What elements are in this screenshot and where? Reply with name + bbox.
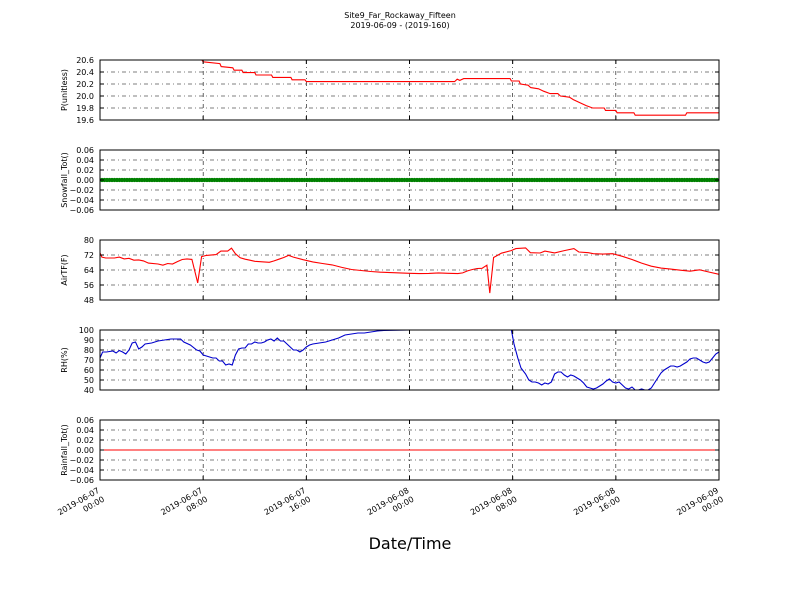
y-axis-label: AirTF(F) (60, 254, 69, 285)
y-tick-label: −0.06 (69, 476, 94, 485)
y-tick-label: 64 (84, 266, 94, 275)
y-axis-label: RH(%) (60, 347, 69, 372)
x-tick-label: 2019-06-0700:00 (56, 486, 106, 526)
y-tick-label: 80 (84, 236, 94, 245)
x-tick-label: 2019-06-0808:00 (469, 486, 519, 526)
y-tick-label: 0.00 (76, 176, 94, 185)
x-tick-label: 2019-06-0716:00 (263, 486, 313, 526)
y-tick-label: −0.02 (69, 186, 94, 195)
chart-title: Site9_Far_Rockaway_Fifteen (344, 11, 456, 20)
y-tick-label: 48 (84, 296, 94, 305)
chart-subtitle: 2019-06-09 - (2019-160) (350, 21, 450, 30)
x-tick-label: 2019-06-0708:00 (159, 486, 209, 526)
y-tick-label: 0.02 (76, 166, 94, 175)
y-tick-label: 20.2 (76, 80, 94, 89)
y-tick-label: 80 (84, 346, 94, 355)
y-tick-label: 0.04 (76, 156, 94, 165)
y-tick-label: −0.04 (69, 466, 94, 475)
y-tick-label: 0.04 (76, 426, 94, 435)
y-tick-label: 72 (84, 251, 94, 260)
y-tick-label: 40 (84, 386, 94, 395)
y-tick-label: 56 (84, 281, 94, 290)
y-tick-label: 70 (84, 356, 94, 365)
series-line-2 (99, 247, 720, 294)
x-tick-label: 2019-06-0816:00 (572, 486, 622, 526)
y-tick-label: 19.6 (76, 116, 94, 125)
y-tick-label: 0.06 (76, 416, 94, 425)
x-tick-label: 2019-06-0900:00 (675, 486, 725, 526)
y-tick-label: 0.02 (76, 436, 94, 445)
y-tick-label: 20.6 (76, 56, 94, 65)
y-tick-label: 19.8 (76, 104, 94, 113)
y-tick-label: 20.4 (76, 68, 94, 77)
y-tick-label: 0.06 (76, 146, 94, 155)
y-tick-label: 90 (84, 336, 94, 345)
y-tick-label: 20.0 (76, 92, 94, 101)
y-tick-label: −0.02 (69, 456, 94, 465)
y-tick-label: −0.04 (69, 196, 94, 205)
y-tick-label: −0.06 (69, 206, 94, 215)
y-axis-label: P(unitless) (60, 69, 69, 111)
y-tick-label: 100 (79, 326, 94, 335)
y-tick-label: 0.00 (76, 446, 94, 455)
x-axis-label: Date/Time (368, 534, 452, 553)
series-line-0 (100, 59, 719, 116)
y-axis-label: Rainfall_Tot() (60, 424, 69, 476)
y-axis-label: Snowfall_Tot() (60, 152, 69, 208)
y-tick-label: 50 (84, 376, 94, 385)
y-tick-label: 60 (84, 366, 94, 375)
x-tick-label: 2019-06-0800:00 (366, 486, 416, 526)
